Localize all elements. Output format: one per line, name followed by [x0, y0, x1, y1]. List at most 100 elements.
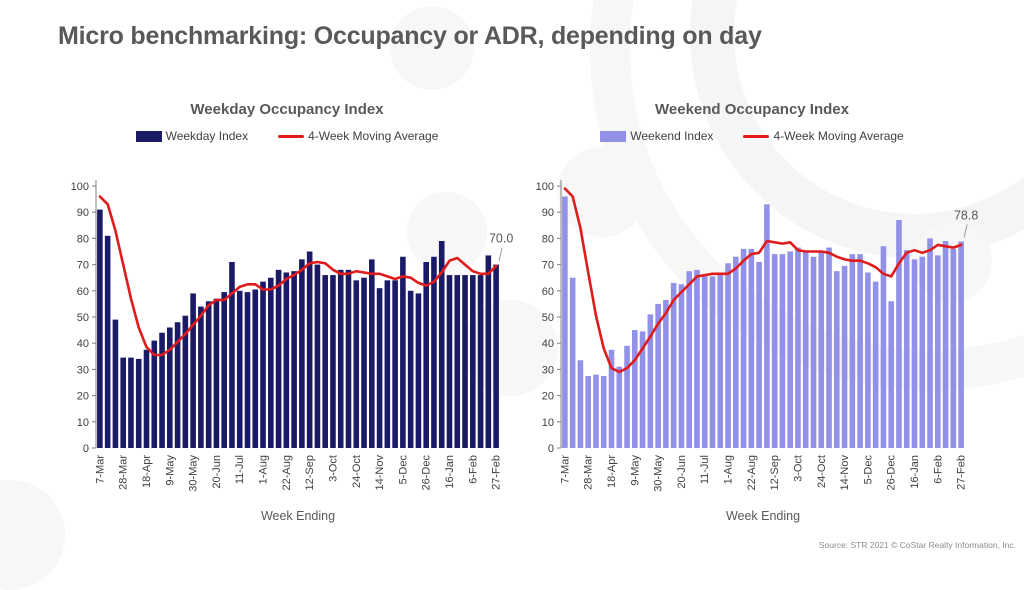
- bar: [655, 303, 661, 448]
- weekday-chart-title: Weekday Occupancy Index: [190, 101, 384, 118]
- bar: [810, 256, 817, 448]
- bar: [709, 276, 716, 448]
- weekend-legend: Weekend Index 4-Week Moving Average: [519, 128, 985, 144]
- bar: [120, 357, 126, 448]
- bar: [330, 275, 336, 448]
- bar: [701, 275, 708, 448]
- moving-average-line: [98, 195, 498, 357]
- legend-item-moving-average: 4-Week Moving Average: [278, 129, 438, 143]
- y-tick-label: 100: [71, 181, 89, 193]
- bar: [112, 319, 119, 448]
- x-tick-label: 5-Dec: [397, 455, 409, 485]
- weekend-index-swatch: [600, 130, 627, 142]
- weekend-chart-panel: Weekend Occupancy Index Weekend Index 4-…: [519, 100, 985, 551]
- y-tick-label: 90: [77, 207, 89, 219]
- bar: [431, 256, 437, 448]
- x-tick-label: 11-Jul: [234, 455, 246, 484]
- bar: [787, 251, 793, 448]
- x-tick-label: 24-Oct: [816, 455, 828, 488]
- last-value-label: 78.8: [954, 209, 978, 223]
- bar: [834, 271, 840, 448]
- bar: [600, 375, 607, 448]
- background-circle: [390, 6, 474, 90]
- x-tick-label: 7-Mar: [559, 455, 571, 484]
- legend-item-moving-average: 4-Week Moving Average: [743, 129, 904, 143]
- y-tick-label: 70: [542, 260, 554, 272]
- bar: [764, 204, 770, 448]
- bar: [647, 314, 654, 448]
- bar: [190, 293, 196, 448]
- bar: [624, 345, 630, 448]
- x-tick-label: 12-Sep: [304, 455, 316, 490]
- bar: [577, 360, 584, 448]
- bar: [771, 254, 778, 448]
- bar: [888, 301, 894, 448]
- weekday-chart-panel: Weekday Occupancy Index Weekday Index 4-…: [54, 100, 520, 551]
- bar: [872, 281, 879, 448]
- bar: [733, 256, 739, 448]
- source-credit: Source: STR 2021 © CoStar Realty Informa…: [818, 540, 1016, 550]
- bar: [438, 241, 445, 448]
- y-tick-label: 40: [77, 338, 89, 350]
- bar: [725, 263, 731, 448]
- legend-label: Weekend Index: [630, 129, 714, 143]
- bar: [283, 272, 290, 448]
- x-tick-label: 18-Apr: [606, 455, 618, 488]
- bar: [174, 322, 181, 448]
- bar: [632, 330, 638, 448]
- bar: [880, 246, 887, 448]
- bar: [795, 247, 801, 448]
- bar: [717, 275, 724, 448]
- bar: [369, 259, 375, 448]
- bar: [927, 238, 933, 448]
- bar: [896, 220, 902, 448]
- bar: [903, 250, 910, 448]
- x-tick-label: 26-Dec: [886, 455, 898, 491]
- bar: [104, 235, 111, 448]
- y-tick-label: 30: [77, 364, 89, 376]
- bar: [299, 259, 305, 448]
- y-tick-label: 40: [542, 338, 554, 350]
- background-circle: [557, 147, 647, 237]
- page-title: Micro benchmarking: Occupancy or ADR, de…: [58, 22, 762, 50]
- bar: [865, 272, 871, 448]
- bar: [291, 271, 297, 448]
- x-tick-label: 22-Aug: [281, 455, 293, 490]
- bar: [686, 271, 692, 448]
- bar: [306, 251, 313, 448]
- annotation-leader: [963, 224, 968, 238]
- bar: [562, 196, 568, 448]
- y-tick-label: 10: [77, 417, 89, 429]
- x-tick-label: 9-May: [164, 455, 176, 486]
- bar: [756, 261, 762, 448]
- bar: [608, 349, 615, 448]
- x-tick-label: 26-Dec: [421, 455, 433, 491]
- weekday-occupancy-chart: 0 10 20 30 40 50 60 70 80 90 100 7-Mar 28-Mar 18-Apr 9…: [71, 180, 513, 523]
- bar: [849, 254, 856, 448]
- x-tick-label: 16-Jan: [909, 455, 921, 489]
- x-tick-label: 3-Oct: [792, 455, 804, 482]
- bar: [958, 241, 964, 448]
- y-tick-label: 80: [77, 233, 89, 245]
- bar: [236, 290, 243, 448]
- bar: [593, 374, 599, 448]
- x-tick-label: 14-Nov: [839, 455, 851, 491]
- bar: [493, 264, 499, 448]
- bar: [275, 269, 282, 448]
- legend-label: 4-Week Moving Average: [308, 129, 439, 143]
- x-tick-label: 3-Oct: [327, 455, 339, 482]
- bar: [415, 293, 422, 448]
- y-tick-label: 90: [542, 207, 554, 219]
- x-tick-label: 27-Feb: [956, 455, 968, 490]
- bar: [919, 256, 926, 448]
- bar: [616, 366, 623, 448]
- bar: [670, 282, 677, 448]
- bar: [639, 331, 646, 448]
- bar: [376, 288, 383, 448]
- bar: [337, 269, 344, 448]
- bar: [779, 254, 786, 448]
- moving-average-swatch: [278, 134, 305, 138]
- weekday-index-swatch: [135, 130, 162, 142]
- x-tick-label: 7-Mar: [94, 455, 106, 484]
- x-tick-label: 1-Aug: [258, 455, 270, 484]
